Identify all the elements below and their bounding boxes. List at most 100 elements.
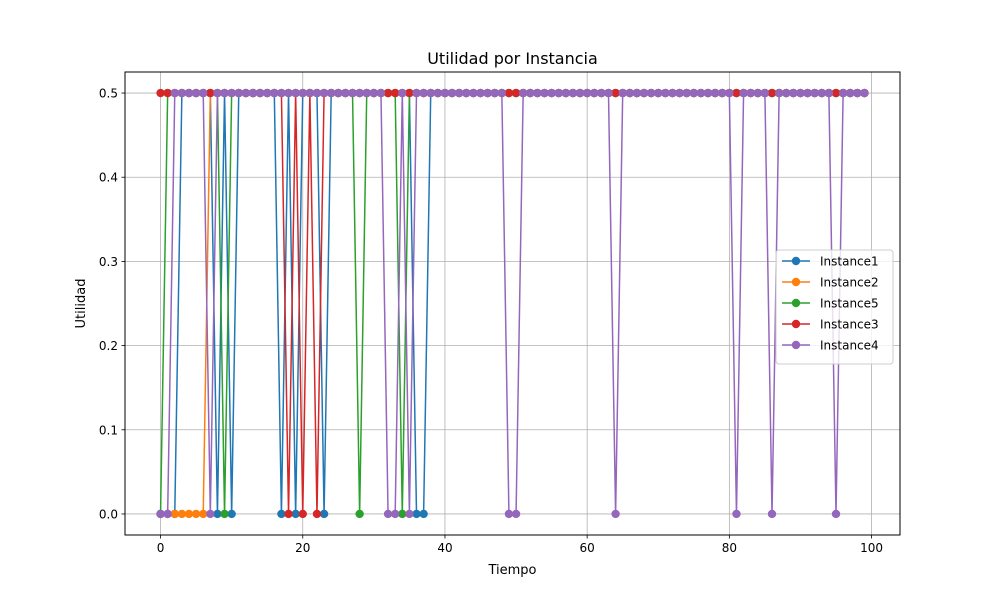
x-tick-label: 0 [157, 541, 165, 555]
data-point-instance4 [255, 88, 265, 98]
data-point-instance4 [860, 88, 869, 98]
data-point-instance4 [362, 88, 371, 98]
x-tick-label: 20 [295, 541, 310, 555]
data-point-instance4 [284, 88, 293, 98]
data-point-instance2 [170, 509, 179, 519]
data-point-instance2 [184, 509, 194, 519]
chart-title: Utilidad por Instancia [427, 49, 598, 68]
legend-label-instance2: Instance2 [820, 276, 879, 290]
data-point-instance3 [298, 509, 307, 519]
data-point-instance4 [341, 88, 350, 98]
data-point-instance3 [312, 509, 322, 519]
legend-box [775, 249, 894, 365]
data-point-instance4 [241, 88, 251, 98]
data-point-instance4 [518, 88, 528, 98]
data-point-instance3 [156, 88, 165, 98]
data-point-instance4 [326, 88, 336, 98]
data-point-instance3 [206, 88, 215, 98]
data-point-instance3 [504, 88, 514, 98]
data-point-instance4 [291, 88, 300, 98]
data-point-instance4 [355, 88, 364, 98]
legend-label-instance1: Instance1 [820, 255, 879, 269]
data-point-instance4 [483, 88, 492, 98]
data-point-instance4 [163, 509, 172, 519]
data-point-instance4 [689, 88, 699, 98]
data-point-instance4 [732, 509, 741, 519]
data-point-instance4 [462, 88, 471, 98]
data-point-instance4 [618, 88, 627, 98]
data-point-instance4 [191, 88, 201, 98]
data-point-instance4 [383, 509, 393, 519]
data-point-instance4 [810, 88, 819, 98]
legend-label-instance4: Instance4 [820, 339, 879, 353]
data-point-instance4 [298, 88, 307, 98]
x-tick-label: 100 [860, 541, 883, 555]
data-point-instance4 [248, 88, 258, 98]
data-point-instance4 [220, 88, 229, 98]
y-tick-label: 0.0 [99, 507, 118, 521]
x-tick-label: 40 [437, 541, 452, 555]
data-point-instance4 [426, 88, 435, 98]
data-point-instance4 [654, 88, 663, 98]
data-point-instance1 [213, 509, 222, 519]
data-point-instance4 [213, 88, 222, 98]
data-point-instance4 [533, 88, 542, 98]
data-point-instance4 [490, 88, 499, 98]
data-point-instance4 [469, 88, 478, 98]
data-point-instance4 [590, 88, 599, 98]
data-point-instance4 [504, 509, 514, 519]
axes-frame [124, 71, 901, 536]
data-point-instance4 [476, 88, 485, 98]
data-point-instance4 [454, 88, 464, 98]
axis-ticks: 0 20 40 60 80 100 0.0 0.1 0.2 0.3 0.4 0.5 [99, 87, 883, 555]
data-point-instance4 [206, 509, 215, 519]
data-point-instance1 [319, 509, 329, 519]
data-point-instance4 [348, 88, 357, 98]
data-point-instance4 [668, 88, 677, 98]
data-point-instance3 [511, 88, 521, 98]
data-point-instance4 [718, 88, 727, 98]
data-point-instance4 [817, 88, 826, 98]
data-point-instance4 [604, 88, 613, 98]
data-point-instance1 [277, 509, 286, 519]
y-tick-label: 0.3 [99, 255, 118, 269]
data-point-instance4 [561, 88, 571, 98]
data-point-instance4 [447, 88, 457, 98]
data-point-instance4 [390, 509, 400, 519]
data-point-instance4 [639, 88, 649, 98]
data-point-instance4 [710, 88, 720, 98]
data-point-instance4 [838, 88, 848, 98]
data-point-instance2 [191, 509, 201, 519]
data-point-instance4 [803, 88, 812, 98]
y-tick-label: 0.4 [99, 171, 118, 185]
data-point-instance1 [291, 509, 300, 519]
data-point-instance4 [319, 88, 329, 98]
data-point-instance3 [163, 88, 172, 98]
data-point-instance4 [369, 88, 379, 98]
data-point-instance4 [440, 88, 450, 98]
data-point-instance4 [675, 88, 684, 98]
data-point-instance4 [661, 88, 670, 98]
data-point-instance3 [611, 88, 620, 98]
data-point-instance4 [632, 88, 642, 98]
data-point-instance4 [270, 88, 279, 98]
data-point-instance4 [263, 88, 272, 98]
y-tick-label: 0.5 [99, 87, 118, 101]
data-point-instance4 [234, 88, 243, 98]
data-point-instance4 [184, 88, 194, 98]
data-point-instance4 [419, 88, 428, 98]
data-point-instance4 [703, 88, 713, 98]
data-point-instance4 [611, 509, 620, 519]
data-point-instance4 [782, 88, 791, 98]
data-point-instance2 [199, 509, 208, 519]
data-point-instance4 [540, 88, 549, 98]
data-point-instance4 [568, 88, 578, 98]
data-point-instance5 [398, 509, 407, 519]
data-point-instance4 [753, 88, 762, 98]
data-point-instance1 [412, 509, 421, 519]
data-point-instance4 [682, 88, 691, 98]
data-point-instance4 [853, 88, 862, 98]
data-point-instance3 [831, 88, 841, 98]
legend-label-instance3: Instance3 [820, 318, 879, 332]
x-tick-label: 80 [722, 541, 737, 555]
